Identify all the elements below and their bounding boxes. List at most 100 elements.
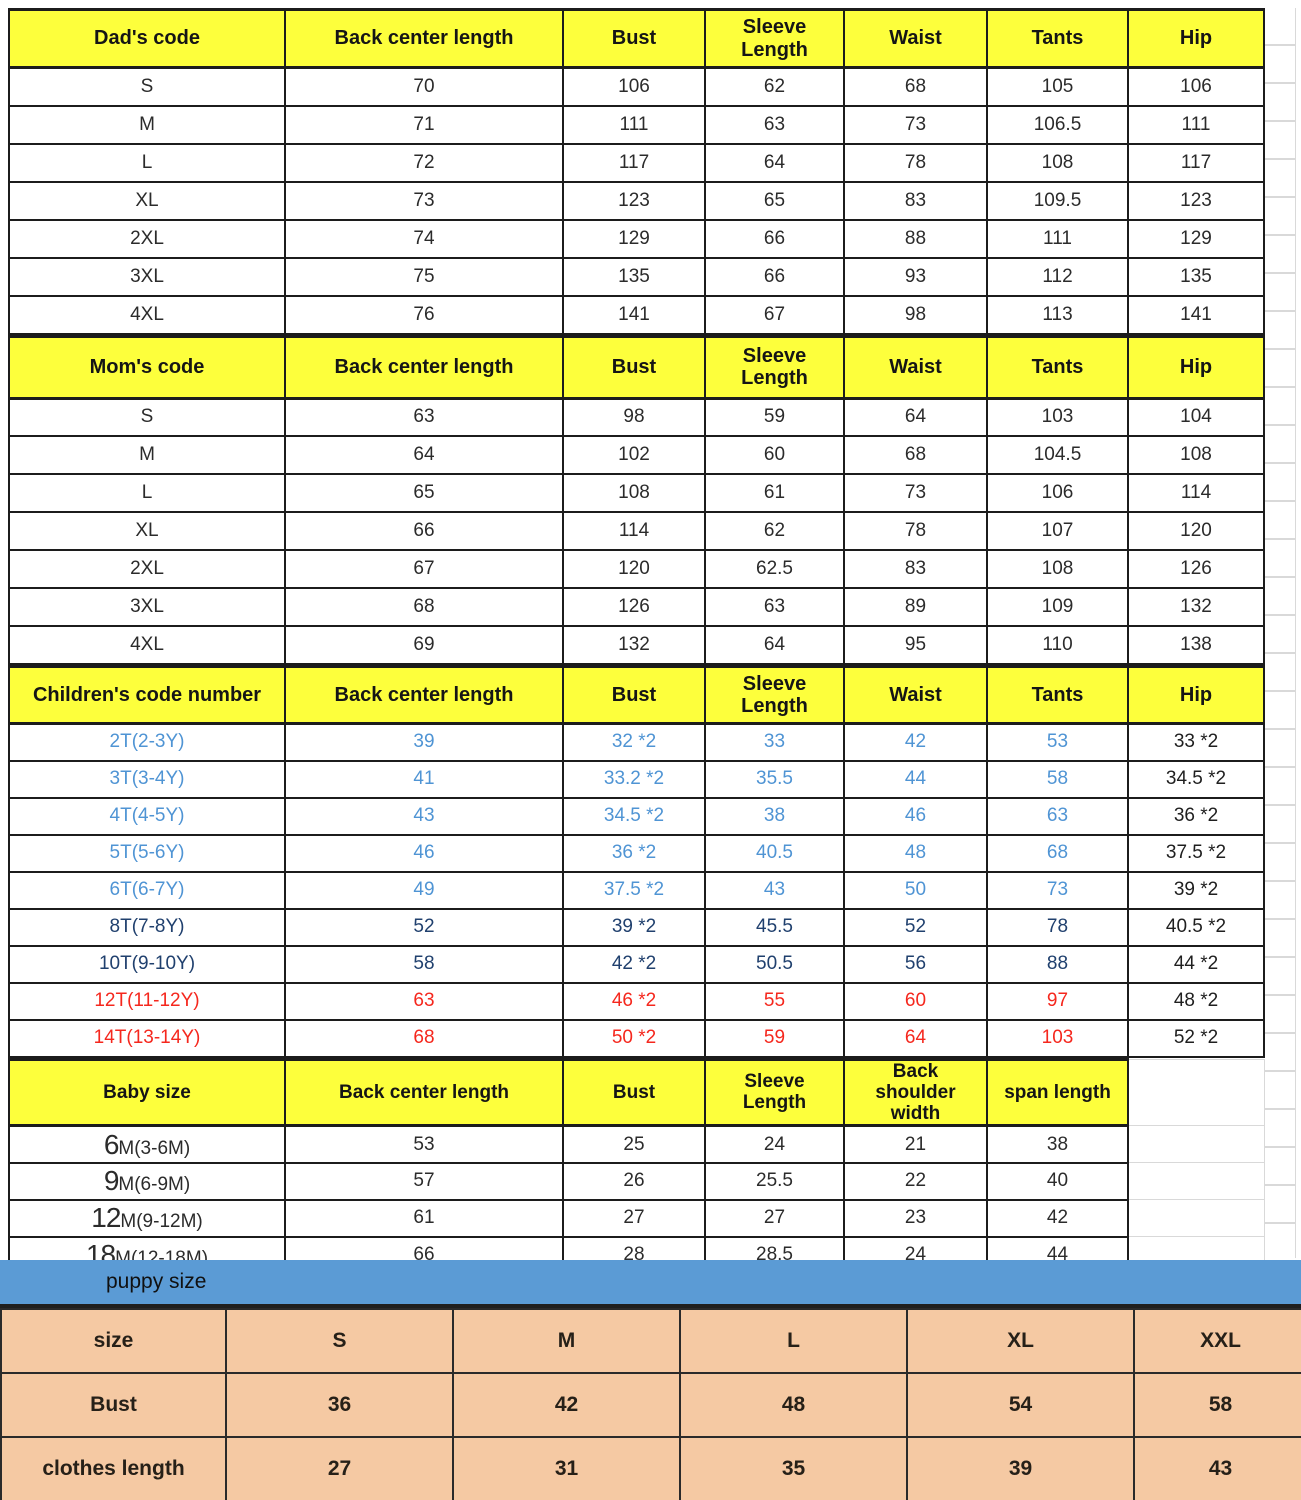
- baby-header-2: Bust: [562, 1057, 706, 1128]
- children-value-cell: 38: [704, 796, 845, 836]
- mom-value-cell: 64: [284, 435, 564, 475]
- mom-value-cell: 83: [843, 549, 988, 589]
- dad-value-cell: 123: [562, 180, 706, 221]
- empty-sheet-cell: [1127, 1162, 1265, 1201]
- dad-size-label: XL: [8, 180, 286, 221]
- dad-value-cell: 62: [704, 66, 845, 107]
- children-value-cell: 32 *2: [562, 722, 706, 762]
- mom-value-cell: 98: [562, 397, 706, 437]
- puppy-value-cell: S: [225, 1308, 454, 1374]
- dad-value-cell: 64: [704, 142, 845, 183]
- dad-row-1: M 71 111 63 73 106.5 111: [8, 104, 1265, 145]
- children-value-cell: 60: [843, 981, 988, 1021]
- mom-value-cell: 108: [986, 549, 1129, 589]
- children-row-1: 3T(3-4Y) 41 33.2 *2 35.5 44 58 34.5 *2: [8, 759, 1265, 799]
- dad-value-cell: 105: [986, 66, 1129, 107]
- mom-value-cell: 66: [284, 511, 564, 551]
- children-value-cell: 50.5: [704, 944, 845, 984]
- dad-value-cell: 129: [562, 218, 706, 259]
- mom-value-cell: 109: [986, 587, 1129, 627]
- puppy-row-2: clothes length 27 31 35 39 43: [0, 1436, 1301, 1500]
- dad-header-4: Waist: [843, 8, 988, 69]
- puppy-value-cell: 27: [225, 1436, 454, 1500]
- baby-value-cell: 40: [986, 1161, 1129, 1201]
- puppy-size-band: puppy size: [0, 1260, 1301, 1308]
- baby-value-cell: 61: [284, 1198, 564, 1238]
- dad-value-cell: 63: [704, 104, 845, 145]
- children-row-2: 4T(4-5Y) 43 34.5 *2 38 46 63 36 *2: [8, 796, 1265, 836]
- dad-header-5: Tants: [986, 8, 1129, 69]
- children-value-cell: 68: [284, 1018, 564, 1058]
- dad-size-label: L: [8, 142, 286, 183]
- dad-value-cell: 74: [284, 218, 564, 259]
- dad-value-cell: 76: [284, 294, 564, 335]
- dad-value-cell: 109.5: [986, 180, 1129, 221]
- mom-value-cell: 108: [562, 473, 706, 513]
- mom-value-cell: 138: [1127, 625, 1265, 665]
- mom-value-cell: 114: [562, 511, 706, 551]
- mom-row-5: 3XL 68 126 63 89 109 132: [8, 587, 1265, 627]
- children-value-cell: 41: [284, 759, 564, 799]
- children-header-0: Children's code number: [8, 665, 286, 725]
- children-row-3: 5T(5-6Y) 46 36 *2 40.5 48 68 37.5 *2: [8, 833, 1265, 873]
- children-row-8: 14T(13-14Y) 68 50 *2 59 64 103 52 *2: [8, 1018, 1265, 1058]
- dad-value-cell: 113: [986, 294, 1129, 335]
- dad-size-table: Dad's code Back center length Bust Sleeve L…: [8, 8, 1265, 335]
- mom-value-cell: 108: [1127, 435, 1265, 475]
- children-value-cell: 56: [843, 944, 988, 984]
- baby-row-2: 12M(9-12M) 61 27 27 23 42: [8, 1198, 1265, 1238]
- baby-size-label-number: 12: [91, 1202, 121, 1234]
- dad-row-3: XL 73 123 65 83 109.5 123: [8, 180, 1265, 221]
- children-value-cell: 103: [986, 1018, 1129, 1058]
- dad-value-cell: 75: [284, 256, 564, 297]
- puppy-value-cell: M: [452, 1308, 681, 1374]
- mom-value-cell: 67: [284, 549, 564, 589]
- children-value-cell: 88: [986, 944, 1129, 984]
- dad-value-cell: 111: [1127, 104, 1265, 145]
- children-value-cell: 52: [284, 907, 564, 947]
- children-value-cell: 64: [843, 1018, 988, 1058]
- children-value-cell: 40.5: [704, 833, 845, 873]
- children-value-cell: 50: [843, 870, 988, 910]
- children-size-label: 3T(3-4Y): [8, 759, 286, 799]
- children-value-cell: 37.5 *2: [562, 870, 706, 910]
- children-value-cell: 58: [986, 759, 1129, 799]
- dad-value-cell: 111: [562, 104, 706, 145]
- baby-header-0: Baby size: [8, 1057, 286, 1128]
- children-row-4: 6T(6-7Y) 49 37.5 *2 43 50 73 39 *2: [8, 870, 1265, 910]
- size-tables-container: Dad's code Back center length Bust Sleeve L…: [8, 8, 1265, 1275]
- puppy-size-title: puppy size: [106, 1270, 207, 1293]
- sheet-margin-column: [1265, 8, 1296, 1258]
- children-row-0: 2T(2-3Y) 39 32 *2 33 42 53 33 *2: [8, 722, 1265, 762]
- baby-value-cell: 26: [562, 1161, 706, 1201]
- children-value-cell: 45.5: [704, 907, 845, 947]
- mom-value-cell: 126: [562, 587, 706, 627]
- baby-row-0: 6M(3-6M) 53 25 24 21 38: [8, 1124, 1265, 1164]
- dad-value-cell: 66: [704, 218, 845, 259]
- dad-size-label: S: [8, 66, 286, 107]
- mom-row-1: M 64 102 60 68 104.5 108: [8, 435, 1265, 475]
- puppy-row-label: size: [0, 1308, 227, 1374]
- dad-size-label: 2XL: [8, 218, 286, 259]
- baby-value-cell: 21: [843, 1124, 988, 1164]
- puppy-value-cell: 35: [679, 1436, 908, 1500]
- mom-value-cell: 64: [843, 397, 988, 437]
- children-value-cell: 35.5: [704, 759, 845, 799]
- baby-size-label: 9M(6-9M): [8, 1161, 286, 1201]
- children-value-cell: 34.5 *2: [1127, 759, 1265, 799]
- children-value-cell: 42 *2: [562, 944, 706, 984]
- dad-header-6: Hip: [1127, 8, 1265, 69]
- baby-value-cell: 27: [562, 1198, 706, 1238]
- children-value-cell: 55: [704, 981, 845, 1021]
- children-value-cell: 40.5 *2: [1127, 907, 1265, 947]
- mom-size-label: M: [8, 435, 286, 475]
- dad-value-cell: 83: [843, 180, 988, 221]
- children-header-1: Back center length: [284, 665, 564, 725]
- mom-value-cell: 102: [562, 435, 706, 475]
- children-value-cell: 78: [986, 907, 1129, 947]
- baby-value-cell: 38: [986, 1124, 1129, 1164]
- children-header-5: Tants: [986, 665, 1129, 725]
- mom-header-3: Sleeve Length: [704, 334, 845, 400]
- children-value-cell: 53: [986, 722, 1129, 762]
